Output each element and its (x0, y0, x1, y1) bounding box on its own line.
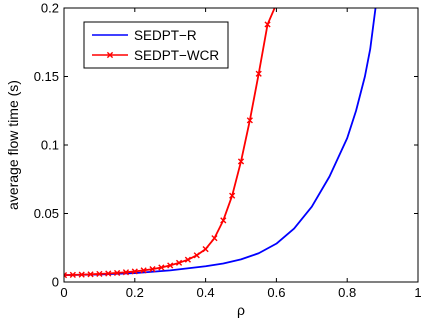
x-tick-label: 0.2 (126, 285, 144, 300)
data-point-sedpt-wcr-16 (202, 246, 209, 253)
data-point-sedpt-wcr-14 (184, 256, 191, 263)
y-tick-label: 0.1 (41, 138, 59, 153)
y-axis-title: average flow time (s) (5, 80, 21, 210)
data-point-sedpt-wcr-9 (140, 267, 147, 274)
data-point-sedpt-wcr-21 (246, 117, 253, 124)
axes-layer: 0 0.2 0.4 0.6 0.8 1 0 0.05 0.1 0.15 0.2 (34, 1, 421, 301)
legend-label-sedpt-wcr: SEDPT−WCR (134, 48, 219, 63)
data-point-sedpt-wcr-0 (64, 272, 68, 279)
x-axis-title: ρ (237, 302, 245, 318)
data-point-sedpt-wcr-11 (158, 264, 165, 271)
data-point-sedpt-wcr-13 (175, 259, 183, 266)
legend-label-sedpt-r: SEDPT−R (134, 28, 197, 43)
y-tick-label: 0 (52, 275, 59, 290)
data-point-sedpt-wcr-8 (131, 268, 138, 275)
data-point-sedpt-wcr-1 (69, 271, 76, 278)
data-point-sedpt-wcr-17 (211, 235, 218, 242)
data-point-sedpt-wcr-12 (167, 262, 174, 269)
x-tick-label: 0.4 (197, 285, 215, 300)
x-tick-label: 0 (60, 285, 67, 300)
data-point-sedpt-wcr-20 (237, 158, 245, 165)
legend: SEDPT−R SEDPT−WCR (83, 21, 229, 69)
x-tick-label: 0.6 (267, 285, 285, 300)
y-tick-label: 0.15 (34, 69, 59, 84)
legend-x-marker (106, 51, 114, 59)
data-point-sedpt-wcr-18 (220, 217, 227, 224)
data-point-sedpt-wcr-6 (114, 269, 121, 277)
data-point-sedpt-wcr-15 (193, 252, 200, 259)
series-line-sedpt-r (64, 8, 377, 277)
data-point-sedpt-wcr-5 (105, 270, 112, 277)
legend-marker-sedpt-wcr (106, 51, 114, 59)
data-point-sedpt-wcr-4 (96, 270, 103, 278)
series-layer (64, 8, 377, 279)
data-point-sedpt-wcr-3 (87, 271, 94, 278)
data-point-sedpt-wcr-2 (78, 271, 85, 278)
data-point-sedpt-wcr-7 (122, 269, 130, 276)
data-point-sedpt-wcr-23 (264, 21, 271, 28)
data-point-sedpt-wcr-19 (229, 192, 236, 199)
y-tick-label: 0.05 (34, 206, 59, 221)
legend-box (83, 21, 229, 69)
data-point-sedpt-wcr-22 (255, 70, 262, 77)
x-tick-label: 1 (414, 285, 421, 300)
y-tick-label: 0.2 (41, 1, 59, 16)
x-tick-label: 0.8 (338, 285, 356, 300)
data-point-sedpt-wcr-10 (149, 266, 156, 273)
